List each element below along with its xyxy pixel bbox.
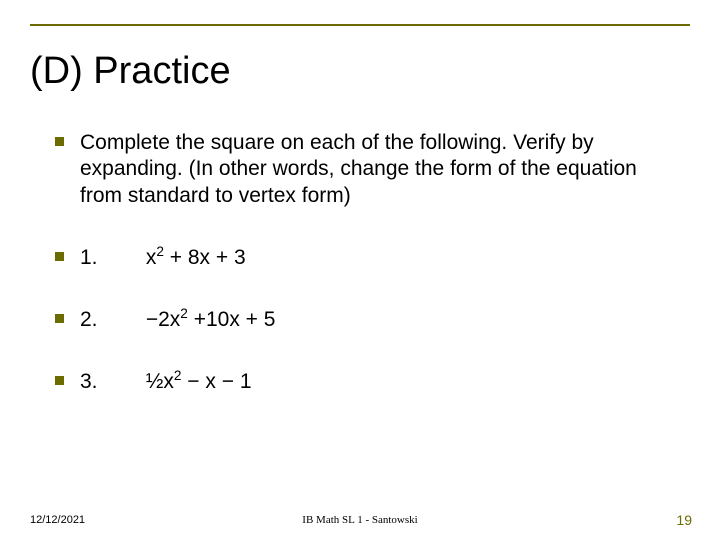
bullet-q1: 1. x2 + 8x + 3 <box>55 245 680 271</box>
bullet-icon <box>55 376 64 385</box>
q-number: 1. <box>80 245 140 271</box>
q-expression: x2 + 8x + 3 <box>146 246 246 269</box>
footer-center: IB Math SL 1 - Santowski <box>0 514 720 526</box>
bullet-q2: 2. −2x2 +10x + 5 <box>55 307 680 333</box>
bullet-icon <box>55 137 64 146</box>
bullet-q3: 3. ½x2 − x − 1 <box>55 369 680 395</box>
q-number: 3. <box>80 369 140 395</box>
q-expression: −2x2 +10x + 5 <box>146 308 276 331</box>
bullet-intro: Complete the square on each of the follo… <box>55 130 680 209</box>
bullet-text: Complete the square on each of the follo… <box>80 130 680 209</box>
footer-page-number: 19 <box>676 512 692 528</box>
accent-line <box>30 24 690 26</box>
slide-title: (D) Practice <box>30 50 231 93</box>
content-area: Complete the square on each of the follo… <box>55 130 680 432</box>
q-number: 2. <box>80 307 140 333</box>
bullet-icon <box>55 314 64 323</box>
q-expression: ½x2 − x − 1 <box>146 370 252 393</box>
bullet-icon <box>55 252 64 261</box>
